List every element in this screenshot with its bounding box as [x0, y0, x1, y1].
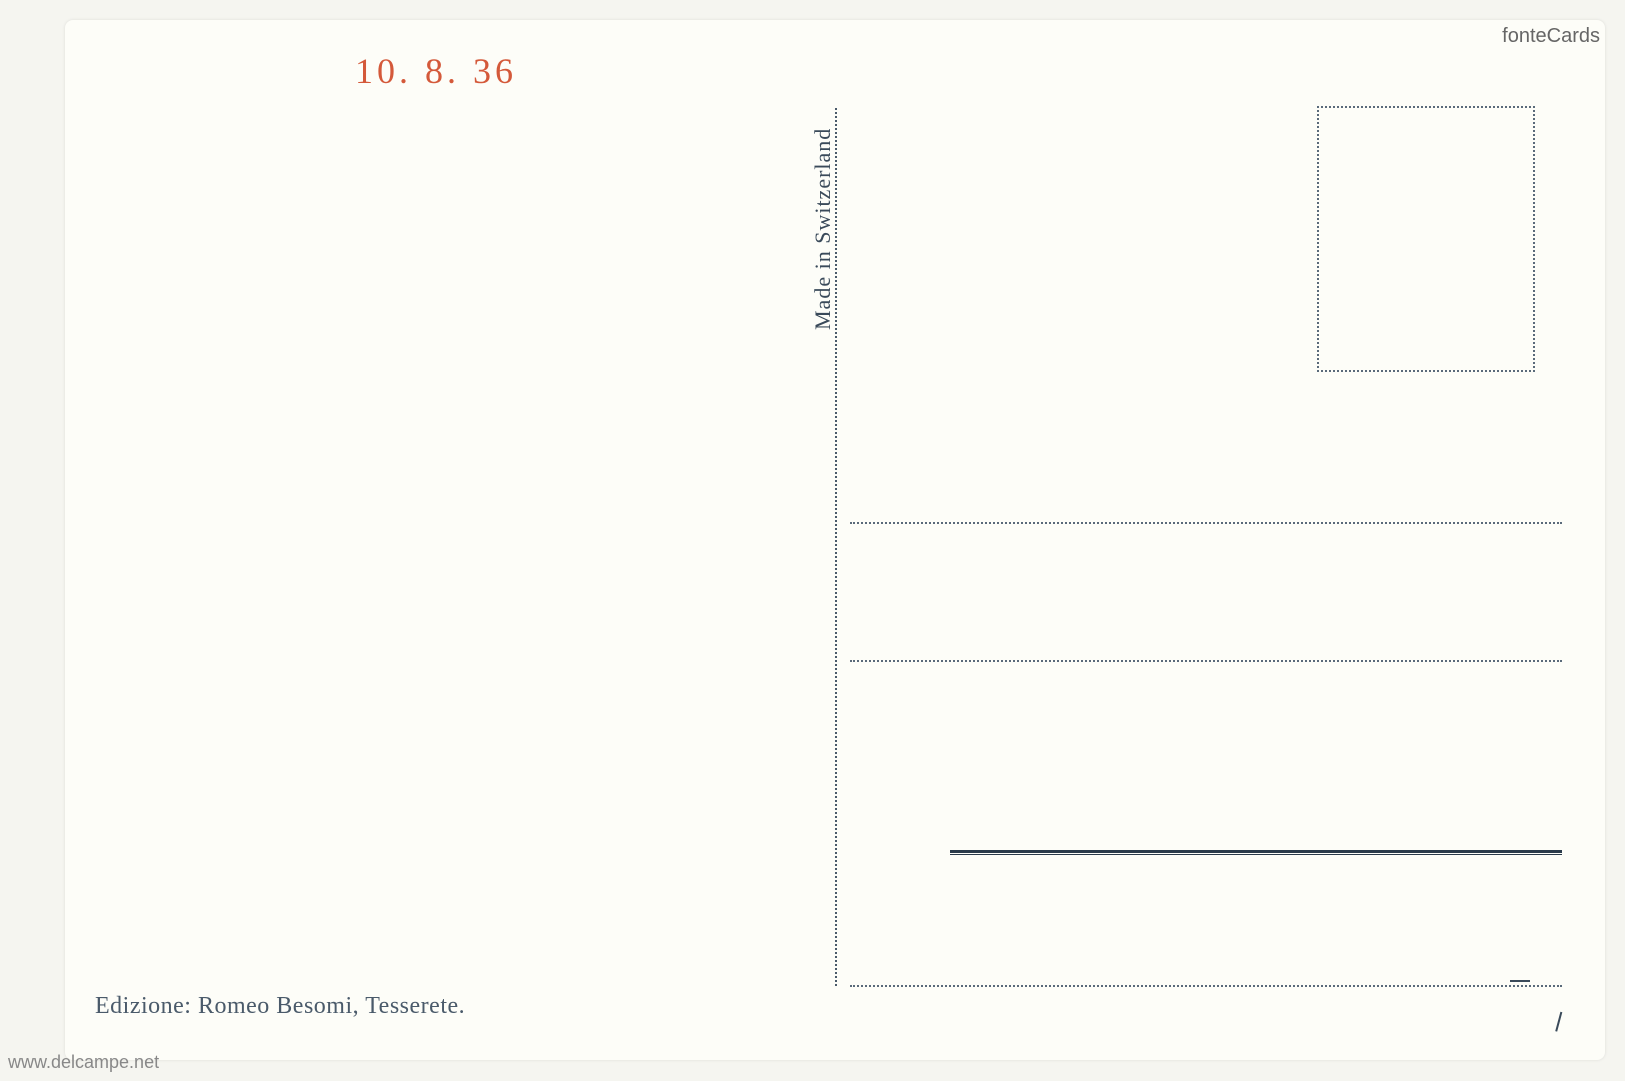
address-solid-line: [950, 850, 1562, 853]
stamp-placeholder: [1317, 106, 1535, 372]
watermark-source: www.delcampe.net: [8, 1052, 159, 1073]
address-line-4: [850, 985, 1562, 987]
postcard-back: 10. 8. 36 Made in Switzerland Edizione: …: [65, 20, 1605, 1060]
publisher-credit: Edizione: Romeo Besomi, Tesserete.: [95, 993, 465, 1020]
watermark-brand: fonteCards: [1502, 25, 1600, 48]
small-tick-mark: [1510, 980, 1530, 982]
address-line-2: [850, 660, 1562, 662]
corner-mark: [1543, 1008, 1563, 1031]
address-line-1: [850, 522, 1562, 524]
handwritten-date: 10. 8. 36: [355, 50, 517, 92]
made-in-label: Made in Switzerland: [810, 128, 836, 330]
